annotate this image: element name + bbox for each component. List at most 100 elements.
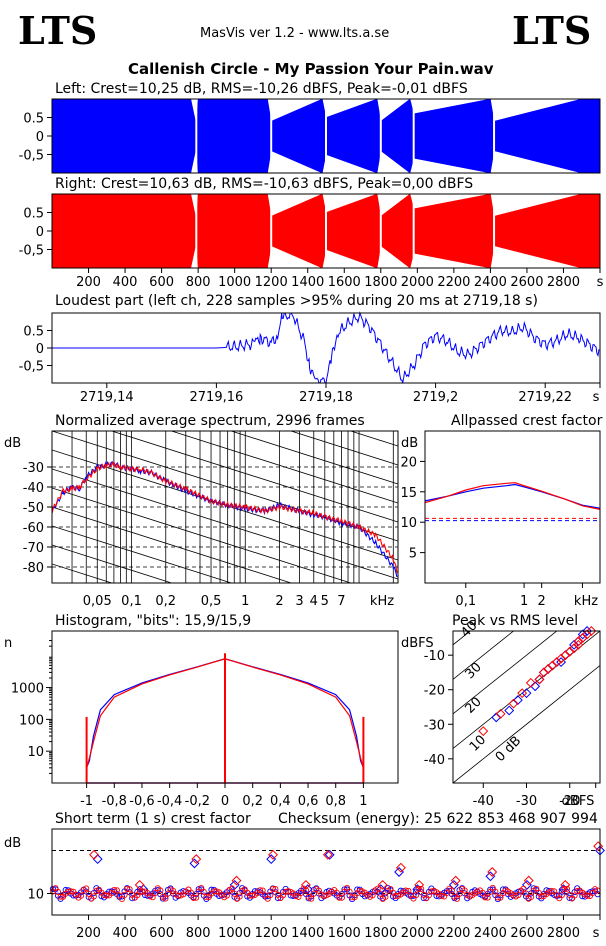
- stc-left-point: [324, 849, 335, 860]
- stc-right-band-point: [561, 886, 568, 893]
- stc-right-band-point: [584, 892, 591, 899]
- left-waveform-title: Left: Crest=10,25 dB, RMS=-10,26 dBFS, P…: [55, 81, 468, 97]
- stc-right-band-point: [303, 887, 310, 894]
- pvr-xtick-label: dBFS: [562, 794, 595, 809]
- spectrum-xtick-label: 0,1: [121, 594, 142, 609]
- histogram-ytick-label: 1000: [11, 682, 44, 697]
- pvr-diagonal-label: 10: [467, 732, 489, 754]
- stc-xtick-label: 600: [149, 926, 174, 941]
- pvr-ylabel: dBFS: [401, 636, 434, 651]
- stc-right-band-point: [187, 889, 195, 896]
- stc-right-band-point: [482, 894, 489, 901]
- histogram-xtick-label: -0,2: [185, 794, 210, 809]
- stc-right-band-point: [356, 887, 363, 894]
- loudest-xtick-label: 2719,2: [413, 390, 459, 405]
- file-title: Callenish Circle - My Passion Your Pain.…: [128, 60, 494, 78]
- stc-xtick-label: 2000: [401, 926, 434, 941]
- spectrum-xtick-label: 5: [321, 594, 329, 609]
- loudest-part-trace: [52, 311, 600, 384]
- pvr-ytick-label: -10: [424, 649, 445, 664]
- stc-right-point: [300, 879, 311, 890]
- right-ytick-label: 0: [36, 225, 44, 240]
- spectrum-ytick-label: -80: [23, 561, 44, 576]
- stc-ytick-label: 10: [27, 888, 44, 903]
- stc-right-band-point: [249, 892, 256, 899]
- pvr-ytick-label: -30: [424, 718, 445, 733]
- loudest-xtick-label: 2719,22: [518, 390, 572, 405]
- right-xtick-label: 2600: [510, 275, 543, 290]
- loudest-xtick-label: 2719,16: [190, 390, 244, 405]
- stc-right-band-point: [497, 894, 504, 901]
- stc-right-band-point: [67, 888, 74, 895]
- stc-right-band-point: [310, 890, 317, 897]
- stc-right-band-point: [200, 888, 207, 895]
- loudest-part-title: Loudest part (left ch, 228 samples >95% …: [55, 293, 538, 309]
- spectrum-slope-line: [52, 279, 398, 389]
- pvr-right-point: [573, 636, 584, 647]
- spectrum-slope-line: [52, 317, 398, 427]
- version-text: MasVis ver 1.2 - www.lts.a.se: [200, 26, 390, 41]
- histogram-xtick-label: -0,6: [129, 794, 154, 809]
- stc-right-band-point: [126, 886, 133, 893]
- stc-left-band-point: [274, 895, 282, 902]
- pvr-right-point: [495, 708, 506, 719]
- spectrum-xtick-label: 0,05: [83, 594, 112, 609]
- stc-right-point: [487, 867, 498, 877]
- right-xtick-label: 1400: [291, 275, 324, 290]
- stc-xtick-label: 800: [186, 926, 211, 941]
- stc-left-band-point: [129, 895, 136, 902]
- right-xtick-label: 1600: [328, 275, 361, 290]
- stc-xtick-label: 2600: [510, 926, 543, 941]
- stc-right-band-point: [269, 885, 276, 892]
- spectrum-slope-line: [110, 431, 398, 523]
- spectrum-slope-line: [52, 506, 293, 583]
- stc-right-point: [523, 875, 534, 886]
- stc-right-point: [89, 849, 99, 860]
- pvr-xtick-label: -20: [559, 794, 580, 809]
- stc-right-point: [414, 879, 425, 890]
- stc-right-band-point: [297, 889, 305, 897]
- histogram-xtick-label: 0,2: [242, 794, 263, 809]
- pvr-right-point: [543, 664, 554, 674]
- stc-right-band-point: [369, 892, 376, 899]
- stc-right-band-point: [494, 894, 501, 901]
- stc-right-point: [134, 879, 145, 890]
- stc-xtick-label: 2400: [474, 926, 507, 941]
- loudest-xtick-label: 2719,14: [80, 390, 134, 405]
- stc-right-band-point: [83, 885, 90, 892]
- stc-ylabel: dB: [4, 836, 21, 851]
- stc-right-band-point: [190, 894, 197, 901]
- stc-right-band-point: [558, 892, 565, 899]
- right-ytick-label: -0,5: [19, 244, 44, 259]
- stc-right-band-point: [85, 890, 92, 897]
- pvr-diagonal-line: [453, 665, 600, 783]
- stc-right-band-point: [484, 894, 491, 901]
- histogram-xtick-label: -1: [80, 794, 93, 809]
- stc-left-point: [266, 854, 277, 865]
- stc-right-band-point: [461, 887, 468, 894]
- histogram-ylabel: n: [4, 636, 12, 651]
- stc-right-band-point: [308, 895, 315, 902]
- stc-right-band-point: [54, 888, 62, 896]
- spectrum-xtick-label: 4: [310, 594, 318, 609]
- stc-right-band-point: [231, 890, 238, 897]
- pvr-right-point: [560, 650, 571, 661]
- pvr-right-point: [517, 688, 528, 699]
- pvr-diagonal-line: [453, 631, 558, 715]
- stc-right-band-point: [157, 887, 164, 894]
- loudest-ytick-label: 0: [36, 342, 44, 357]
- stc-right-band-point: [257, 887, 264, 894]
- stc-right-point: [377, 879, 388, 890]
- spectrum-title: Normalized average spectrum, 2996 frames: [55, 413, 365, 429]
- stc-left-point: [189, 858, 200, 869]
- stc-xtick-label: 1800: [364, 926, 397, 941]
- spectrum-slope-line: [52, 563, 114, 583]
- stc-right-band-point: [538, 893, 545, 900]
- crest-left-line: [424, 483, 601, 509]
- pvr-right-point: [478, 726, 489, 737]
- pvr-right-point: [551, 657, 562, 668]
- spectrum-xtick-label: 0,5: [201, 594, 222, 609]
- stc-right-band-point: [320, 892, 328, 900]
- stc-right-band-point: [103, 892, 110, 899]
- spectrum-xtick-label: 3: [295, 594, 303, 609]
